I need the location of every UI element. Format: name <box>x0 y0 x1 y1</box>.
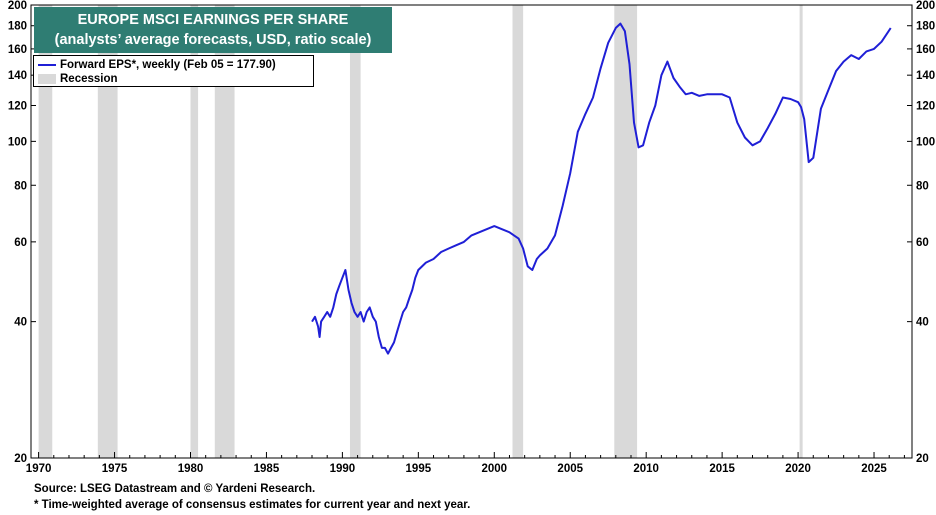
recession-band <box>614 5 638 458</box>
y-tick-label-right: 80 <box>916 180 929 192</box>
y-tick-label-left: 140 <box>8 70 27 82</box>
y-tick-label-right: 180 <box>916 21 935 33</box>
y-tick-label-right: 60 <box>916 237 929 249</box>
y-tick-label-right: 100 <box>916 136 935 148</box>
x-tick-label: 2025 <box>861 463 887 475</box>
x-tick-label: 2010 <box>633 463 659 475</box>
y-tick-label-right: 160 <box>916 44 935 56</box>
recession-band <box>190 5 199 458</box>
legend-eps-label: Forward EPS*, weekly (Feb 05 = 177.90) <box>60 59 276 71</box>
x-tick-label: 1970 <box>26 463 52 475</box>
y-tick-label-left: 60 <box>14 237 27 249</box>
y-tick-label-left: 160 <box>8 44 27 56</box>
x-tick-label: 1980 <box>178 463 204 475</box>
legend-recession-swatch <box>38 74 56 84</box>
x-tick-label: 1990 <box>330 463 356 475</box>
legend-line-swatch <box>38 64 56 66</box>
eps-series-line <box>311 22 892 355</box>
chart-title-box: EUROPE MSCI EARNINGS PER SHARE (analysts… <box>34 7 392 53</box>
y-tick-label-right: 120 <box>916 100 935 112</box>
x-tick-label: 1975 <box>102 463 128 475</box>
y-tick-label-left: 40 <box>14 317 27 329</box>
y-tick-label-right: 40 <box>916 317 929 329</box>
y-tick-label-left: 120 <box>8 100 27 112</box>
chart-subtitle: (analysts’ average forecasts, USD, ratio… <box>54 32 372 48</box>
recession-band <box>214 5 235 458</box>
recession-band <box>349 5 361 458</box>
recession-band <box>512 5 524 458</box>
plot-frame <box>30 4 913 459</box>
legend: Forward EPS*, weekly (Feb 05 = 177.90) R… <box>33 55 314 87</box>
x-tick-label: 2000 <box>481 463 507 475</box>
y-tick-label-right: 20 <box>916 453 929 465</box>
y-tick-label-right: 140 <box>916 70 935 82</box>
y-tick-label-left: 100 <box>8 136 27 148</box>
legend-recession-label: Recession <box>60 73 118 85</box>
recession-band <box>97 5 118 458</box>
x-tick-label: 1995 <box>406 463 432 475</box>
y-tick-label-left: 80 <box>14 180 27 192</box>
y-tick-label-left: 180 <box>8 21 27 33</box>
x-tick-label: 1985 <box>254 463 280 475</box>
y-tick-label-left: 20 <box>14 453 27 465</box>
recession-band <box>38 5 53 458</box>
recession-band <box>799 5 803 458</box>
source-note: Source: LSEG Datastream and © Yardeni Re… <box>34 483 316 495</box>
x-tick-label: 2015 <box>709 463 735 475</box>
x-tick-label: 2005 <box>557 463 583 475</box>
y-tick-label-right: 200 <box>916 0 935 12</box>
y-tick-label-left: 200 <box>8 0 27 12</box>
chart-title: EUROPE MSCI EARNINGS PER SHARE <box>77 12 349 28</box>
footnote: * Time-weighted average of consensus est… <box>34 499 471 511</box>
x-tick-label: 2020 <box>785 463 811 475</box>
